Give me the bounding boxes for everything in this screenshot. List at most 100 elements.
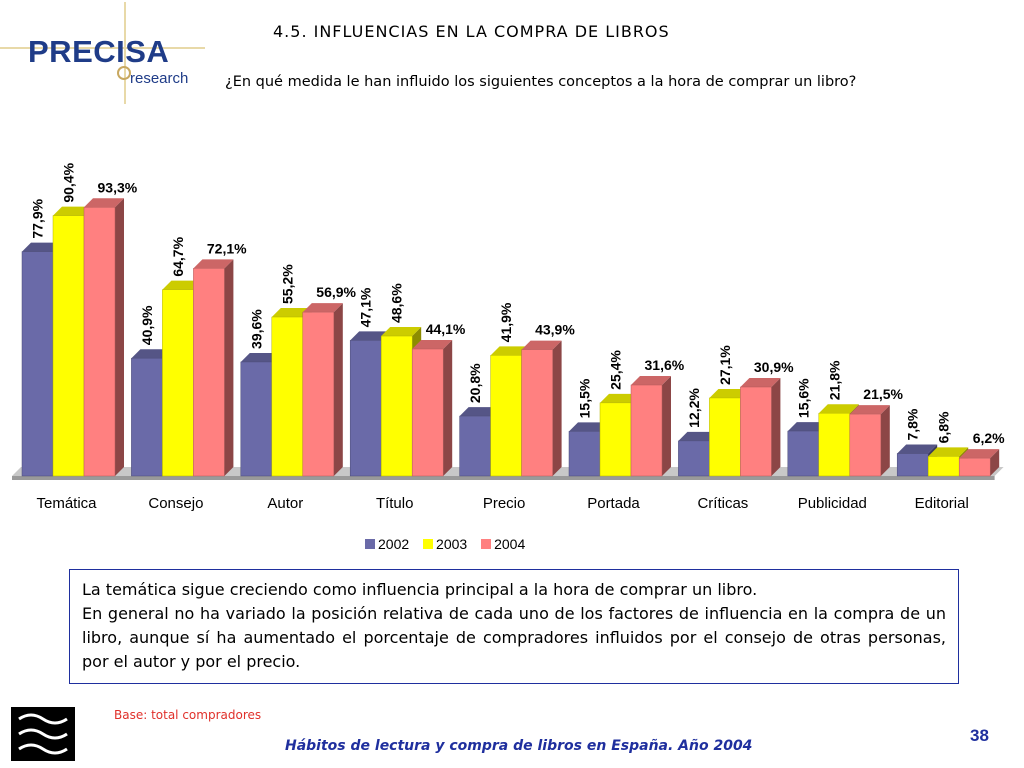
legend-item-2003: 2003 bbox=[423, 536, 467, 552]
bar-2003 bbox=[818, 412, 851, 477]
bar-side bbox=[224, 259, 234, 476]
x-tick-label: Editorial bbox=[915, 495, 969, 512]
bar-side bbox=[443, 339, 453, 476]
bar-side bbox=[880, 405, 890, 476]
bar-2003 bbox=[380, 335, 413, 477]
bar-2003 bbox=[490, 355, 522, 477]
bar-top bbox=[162, 280, 203, 290]
base-note: Base: total compradores bbox=[114, 708, 262, 722]
data-label: 44,1% bbox=[426, 321, 466, 337]
data-label: 15,5% bbox=[577, 378, 593, 418]
footer-text: Hábitos de lectura y compra de libros en… bbox=[285, 738, 753, 754]
data-label: 31,6% bbox=[645, 357, 685, 373]
page-number: 38 bbox=[970, 726, 989, 745]
x-tick-label: Críticas bbox=[697, 495, 748, 512]
bar-top bbox=[818, 404, 859, 414]
bar-top bbox=[631, 375, 671, 385]
chart-legend: 2002 2003 2004 bbox=[365, 536, 535, 552]
bar-2003 bbox=[709, 397, 741, 477]
legend-label: 2004 bbox=[494, 536, 526, 552]
bar-2002 bbox=[787, 430, 820, 477]
bar-top bbox=[897, 444, 938, 454]
bar-top bbox=[381, 327, 422, 337]
data-label: 25,4% bbox=[608, 350, 624, 390]
bar-2003 bbox=[927, 456, 960, 477]
bar-2004 bbox=[193, 268, 225, 477]
data-label: 48,6% bbox=[389, 283, 405, 323]
bar-2002 bbox=[349, 340, 382, 477]
bar-top bbox=[131, 349, 172, 359]
bar-2002 bbox=[21, 251, 54, 477]
bar-side bbox=[771, 378, 781, 476]
bar-side bbox=[552, 340, 562, 476]
x-tick-label: Publicidad bbox=[798, 495, 867, 512]
bar-top bbox=[521, 340, 562, 350]
bar-2003 bbox=[162, 289, 194, 477]
precisa-logo: PRECISA research bbox=[0, 0, 215, 110]
bar-2002 bbox=[131, 357, 163, 477]
bar-2004 bbox=[849, 413, 882, 477]
legend-swatch bbox=[481, 539, 492, 549]
bar-2004 bbox=[83, 207, 116, 477]
data-label: 40,9% bbox=[139, 305, 155, 345]
bar-top bbox=[849, 405, 890, 415]
bar-top bbox=[740, 378, 781, 388]
data-label: 21,8% bbox=[826, 360, 842, 400]
bar-top bbox=[787, 422, 828, 432]
chart-floor-edge bbox=[12, 476, 995, 480]
bar-top bbox=[459, 407, 500, 417]
bar-2004 bbox=[740, 386, 772, 477]
data-label: 7,8% bbox=[905, 408, 921, 440]
page-title: 4.5. INFLUENCIAS EN LA COMPRA DE LIBROS bbox=[273, 22, 670, 41]
bar-top bbox=[412, 339, 453, 349]
bar-2004 bbox=[521, 349, 553, 477]
data-label: 21,5% bbox=[863, 386, 903, 402]
bar-top bbox=[53, 206, 93, 216]
data-label: 12,2% bbox=[686, 388, 702, 428]
data-label: 56,9% bbox=[316, 284, 356, 300]
bar-2004 bbox=[958, 457, 991, 477]
bar-top bbox=[709, 388, 750, 398]
data-label: 20,8% bbox=[467, 363, 483, 403]
legend-label: 2002 bbox=[378, 536, 410, 552]
logo-text: PRECISA bbox=[28, 34, 170, 69]
bar-top bbox=[302, 303, 343, 313]
bar-2003 bbox=[271, 316, 304, 477]
bar-2002 bbox=[240, 361, 273, 477]
bar-top bbox=[193, 259, 234, 269]
legend-item-2004: 2004 bbox=[481, 536, 525, 552]
bar-2002 bbox=[459, 415, 491, 477]
bar-2002 bbox=[678, 440, 710, 477]
legend-label: 2003 bbox=[436, 536, 468, 552]
bar-2002 bbox=[568, 431, 601, 477]
bar-side bbox=[115, 198, 124, 476]
data-label: 72,1% bbox=[207, 240, 247, 256]
bar-top bbox=[600, 393, 640, 403]
data-label: 43,9% bbox=[535, 322, 575, 338]
bar-side bbox=[990, 449, 1000, 476]
conclusion-line-2: En general no ha variado la posición rel… bbox=[82, 604, 946, 671]
bar-2002 bbox=[896, 453, 929, 477]
data-label: 6,8% bbox=[936, 411, 952, 443]
bar-side bbox=[333, 303, 343, 476]
data-label: 77,9% bbox=[30, 198, 46, 238]
chart-subtitle: ¿En qué medida le han influido los sigui… bbox=[225, 74, 857, 90]
logo-subtext: research bbox=[130, 70, 189, 87]
data-label: 93,3% bbox=[98, 179, 138, 195]
logo-line bbox=[0, 47, 205, 49]
x-tick-label: Consejo bbox=[148, 495, 203, 512]
data-label: 27,1% bbox=[717, 345, 733, 385]
x-tick-label: Título bbox=[376, 495, 414, 512]
data-label: 41,9% bbox=[498, 302, 514, 342]
bar-2003 bbox=[599, 402, 632, 477]
conclusion-box: La temática sigue creciendo como influen… bbox=[69, 569, 959, 684]
bar-chart: 77,9% 90,4% 93,3% Temática 40,9% 64,7% 72,1% Co… bbox=[12, 162, 1005, 512]
bar-top bbox=[22, 242, 62, 252]
x-tick-label: Precio bbox=[483, 495, 526, 512]
bar-top bbox=[490, 346, 531, 356]
bar-top bbox=[569, 422, 609, 432]
publisher-logo-icon bbox=[11, 707, 75, 761]
data-label: 55,2% bbox=[279, 264, 295, 304]
bar-top bbox=[959, 449, 1000, 459]
data-label: 30,9% bbox=[754, 359, 794, 375]
